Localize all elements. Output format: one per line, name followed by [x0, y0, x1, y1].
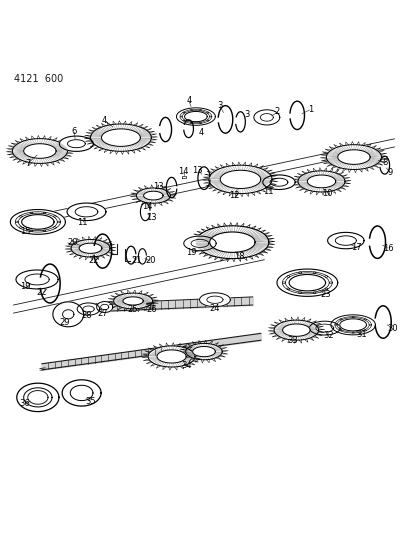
- Text: 29: 29: [59, 318, 69, 327]
- Polygon shape: [283, 324, 310, 336]
- Polygon shape: [79, 243, 102, 253]
- Polygon shape: [77, 303, 100, 315]
- Polygon shape: [274, 320, 319, 340]
- Text: 18: 18: [234, 252, 245, 261]
- Text: 32: 32: [324, 331, 334, 340]
- Polygon shape: [340, 319, 366, 331]
- Text: 2: 2: [274, 107, 279, 116]
- Text: 1: 1: [308, 105, 313, 114]
- Text: 15: 15: [20, 227, 30, 236]
- Text: 35: 35: [85, 397, 96, 406]
- Text: 10: 10: [322, 189, 333, 198]
- Polygon shape: [184, 236, 216, 251]
- Text: 9: 9: [388, 167, 393, 176]
- Text: 16: 16: [383, 244, 394, 253]
- Text: 3: 3: [245, 110, 250, 119]
- Text: 14: 14: [142, 202, 153, 211]
- Text: 11: 11: [77, 218, 88, 227]
- Polygon shape: [16, 270, 58, 289]
- Text: 27: 27: [98, 309, 108, 318]
- Text: 7: 7: [25, 159, 31, 168]
- Text: 19: 19: [186, 248, 197, 257]
- Polygon shape: [254, 110, 280, 125]
- Polygon shape: [307, 175, 336, 188]
- Text: 22: 22: [37, 288, 47, 297]
- Text: 34: 34: [182, 361, 192, 370]
- Polygon shape: [102, 129, 140, 147]
- Text: 6: 6: [72, 127, 77, 136]
- Text: 4: 4: [102, 116, 107, 125]
- Text: 20: 20: [67, 238, 78, 247]
- Text: 3: 3: [217, 101, 223, 110]
- Text: 17: 17: [351, 243, 361, 252]
- Polygon shape: [200, 293, 231, 306]
- Polygon shape: [309, 321, 340, 335]
- Polygon shape: [67, 203, 106, 221]
- Text: 36: 36: [20, 399, 30, 408]
- Polygon shape: [123, 297, 143, 305]
- Text: 19: 19: [20, 282, 30, 291]
- Polygon shape: [59, 136, 93, 151]
- Polygon shape: [10, 209, 65, 235]
- Polygon shape: [331, 315, 375, 335]
- Text: 13: 13: [146, 213, 157, 222]
- Text: 4121  600: 4121 600: [13, 74, 63, 84]
- Polygon shape: [277, 269, 338, 296]
- Polygon shape: [62, 380, 101, 406]
- Text: 24: 24: [210, 304, 220, 313]
- Polygon shape: [196, 226, 269, 259]
- Text: 13: 13: [153, 182, 164, 191]
- Polygon shape: [263, 175, 295, 190]
- Polygon shape: [298, 171, 345, 192]
- Text: 25: 25: [128, 304, 138, 313]
- Polygon shape: [186, 343, 222, 360]
- Polygon shape: [157, 350, 186, 363]
- Polygon shape: [176, 108, 215, 125]
- Polygon shape: [326, 144, 381, 169]
- Polygon shape: [17, 383, 59, 411]
- Polygon shape: [210, 232, 255, 253]
- Polygon shape: [328, 232, 364, 249]
- Polygon shape: [22, 215, 54, 229]
- Polygon shape: [338, 150, 370, 164]
- Polygon shape: [12, 139, 67, 164]
- Text: 26: 26: [146, 305, 157, 314]
- Polygon shape: [71, 239, 110, 257]
- Polygon shape: [289, 274, 326, 291]
- Polygon shape: [24, 144, 56, 158]
- Text: 30: 30: [387, 324, 398, 333]
- Polygon shape: [136, 188, 171, 203]
- Text: 14: 14: [178, 167, 189, 176]
- Text: 22: 22: [89, 256, 99, 265]
- Polygon shape: [220, 170, 261, 189]
- Polygon shape: [184, 111, 207, 122]
- Text: 20: 20: [145, 256, 156, 265]
- Text: 11: 11: [264, 187, 274, 196]
- Text: 4: 4: [186, 96, 192, 105]
- Text: 21: 21: [132, 256, 142, 265]
- Text: 31: 31: [356, 330, 366, 338]
- Polygon shape: [144, 191, 163, 200]
- Polygon shape: [53, 302, 84, 327]
- Polygon shape: [209, 165, 272, 193]
- Polygon shape: [114, 293, 153, 309]
- Text: 23: 23: [320, 289, 331, 298]
- Text: 13: 13: [192, 166, 203, 174]
- Polygon shape: [97, 302, 113, 312]
- Polygon shape: [148, 346, 195, 367]
- Polygon shape: [91, 124, 151, 151]
- Polygon shape: [193, 346, 215, 357]
- Text: 28: 28: [81, 311, 92, 320]
- Text: 33: 33: [288, 336, 299, 345]
- Text: 8: 8: [382, 158, 388, 167]
- Text: 4: 4: [198, 128, 203, 138]
- Text: 12: 12: [229, 191, 239, 200]
